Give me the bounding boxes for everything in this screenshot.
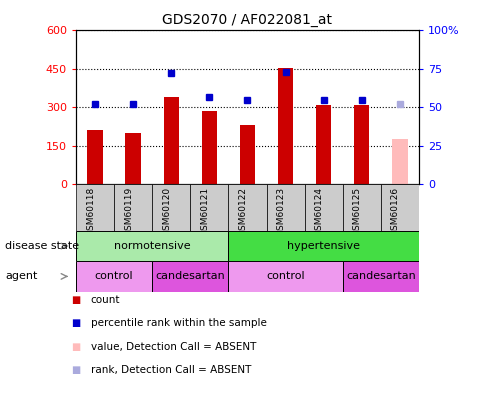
Text: GSM60122: GSM60122 — [239, 187, 247, 236]
Text: normotensive: normotensive — [114, 241, 191, 251]
Text: GSM60125: GSM60125 — [353, 187, 362, 236]
Text: ■: ■ — [71, 318, 80, 328]
Bar — [267, 184, 305, 231]
Bar — [76, 261, 152, 292]
Bar — [202, 111, 217, 184]
Text: candesartan: candesartan — [155, 271, 225, 281]
Bar — [278, 68, 293, 184]
Text: GSM60119: GSM60119 — [124, 187, 133, 236]
Bar — [305, 184, 343, 231]
Text: GSM60124: GSM60124 — [315, 187, 324, 236]
Text: control: control — [266, 271, 305, 281]
Bar — [228, 231, 419, 261]
Title: GDS2070 / AF022081_at: GDS2070 / AF022081_at — [163, 13, 332, 27]
Bar — [152, 261, 228, 292]
Text: count: count — [91, 295, 120, 305]
Text: disease state: disease state — [5, 241, 79, 251]
Text: agent: agent — [5, 271, 37, 281]
Bar — [343, 184, 381, 231]
Text: ■: ■ — [71, 342, 80, 352]
Bar — [354, 105, 369, 184]
Text: candesartan: candesartan — [346, 271, 416, 281]
Bar — [76, 184, 114, 231]
Text: GSM60118: GSM60118 — [86, 187, 95, 236]
Text: value, Detection Call = ABSENT: value, Detection Call = ABSENT — [91, 342, 256, 352]
Bar — [316, 105, 331, 184]
Text: GSM60126: GSM60126 — [391, 187, 400, 236]
Bar — [343, 261, 419, 292]
Bar — [164, 97, 179, 184]
Text: GSM60121: GSM60121 — [200, 187, 209, 236]
Bar — [87, 130, 102, 184]
Text: control: control — [95, 271, 133, 281]
Text: ■: ■ — [71, 365, 80, 375]
Bar — [381, 184, 419, 231]
Text: percentile rank within the sample: percentile rank within the sample — [91, 318, 267, 328]
Text: GSM60123: GSM60123 — [276, 187, 286, 236]
Text: GSM60120: GSM60120 — [162, 187, 171, 236]
Bar — [240, 125, 255, 184]
Bar — [228, 184, 267, 231]
Bar — [392, 139, 408, 184]
Bar — [152, 184, 190, 231]
Bar — [76, 231, 228, 261]
Text: ■: ■ — [71, 295, 80, 305]
Bar — [114, 184, 152, 231]
Bar — [190, 184, 228, 231]
Text: hypertensive: hypertensive — [287, 241, 360, 251]
Bar — [228, 261, 343, 292]
Text: rank, Detection Call = ABSENT: rank, Detection Call = ABSENT — [91, 365, 251, 375]
Bar — [125, 133, 141, 184]
